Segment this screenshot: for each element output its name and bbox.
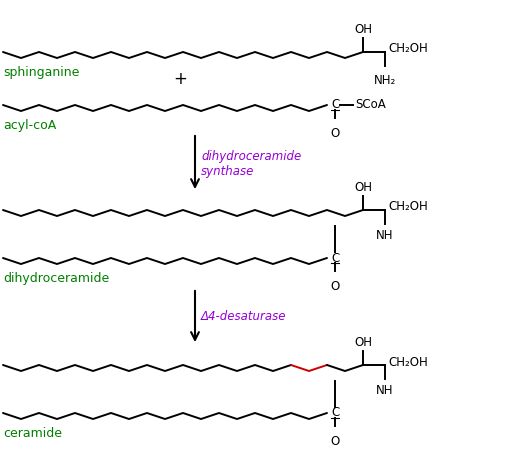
Text: OH: OH [354,23,372,36]
Text: CH₂OH: CH₂OH [388,200,428,213]
Text: dihydroceramide: dihydroceramide [201,150,301,163]
Text: dihydroceramide: dihydroceramide [3,272,109,285]
Text: +: + [173,69,187,87]
Text: O: O [330,280,339,293]
Text: CH₂OH: CH₂OH [388,42,428,56]
Text: synthase: synthase [201,165,255,178]
Text: CH₂OH: CH₂OH [388,355,428,369]
Text: OH: OH [354,181,372,194]
Text: NH: NH [376,384,394,397]
Text: OH: OH [354,336,372,349]
Text: ceramide: ceramide [3,427,62,440]
Text: sphinganine: sphinganine [3,66,80,79]
Text: O: O [330,435,339,448]
Text: Δ4-desaturase: Δ4-desaturase [201,310,287,323]
Text: C: C [331,251,339,265]
Text: C: C [331,407,339,419]
Text: O: O [330,127,339,140]
Text: SCoA: SCoA [355,98,386,112]
Text: acyl-coA: acyl-coA [3,119,56,132]
Text: NH₂: NH₂ [374,74,396,87]
Text: NH: NH [376,229,394,242]
Text: C: C [331,98,339,112]
